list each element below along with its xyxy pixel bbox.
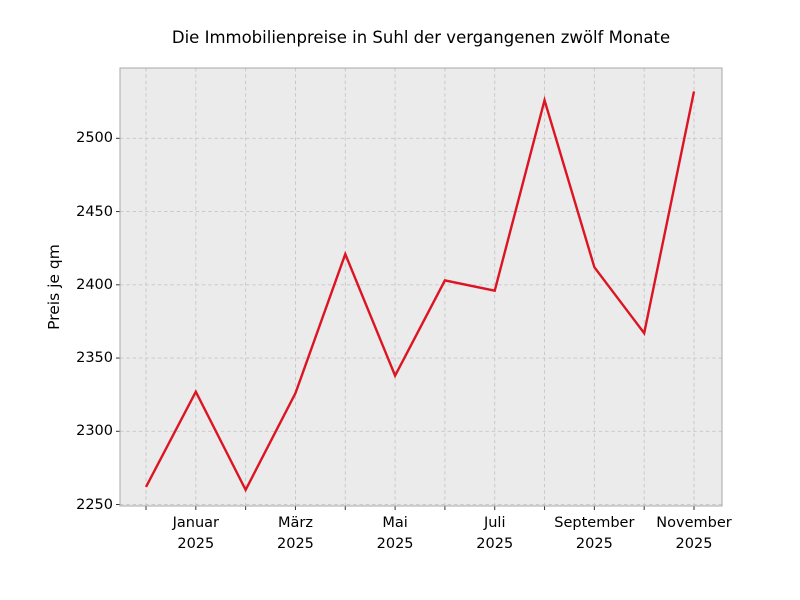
x-tick-year: 2025 (376, 536, 414, 552)
x-tick-label: November 2025 (624, 513, 764, 555)
chart-title: Die Immobilienpreise in Suhl der vergang… (171, 28, 671, 47)
x-tick-month: Juli (483, 515, 506, 531)
x-tick-year: 2025 (575, 536, 613, 552)
x-tick-month: November (656, 515, 732, 531)
x-tick-label: März 2025 (225, 513, 365, 555)
plot-border (119, 67, 723, 507)
y-tick-label: 2450 (76, 203, 113, 220)
x-tick-month: September (554, 515, 635, 531)
y-tick-label: 2400 (76, 276, 113, 293)
x-tick-month: Mai (382, 515, 408, 531)
x-tick-year: 2025 (277, 536, 314, 552)
y-tick-label: 2350 (76, 350, 113, 367)
y-tick-label: 2250 (76, 496, 113, 513)
x-tick-label: September 2025 (524, 513, 664, 555)
x-tick-month: März (277, 515, 313, 531)
x-tick-label: Januar 2025 (126, 513, 266, 555)
x-tick-label: Mai 2025 (325, 513, 465, 555)
x-tick-year: 2025 (476, 536, 514, 552)
price-line-series (144, 91, 696, 493)
y-tick-label: 2500 (76, 130, 113, 147)
x-tick-label: Juli 2025 (425, 513, 565, 555)
plot-background (120, 68, 722, 506)
x-tick-year: 2025 (675, 536, 713, 552)
x-tick-month: Januar (172, 515, 219, 531)
x-tick-year: 2025 (177, 536, 215, 552)
y-tick-label: 2300 (76, 423, 113, 440)
